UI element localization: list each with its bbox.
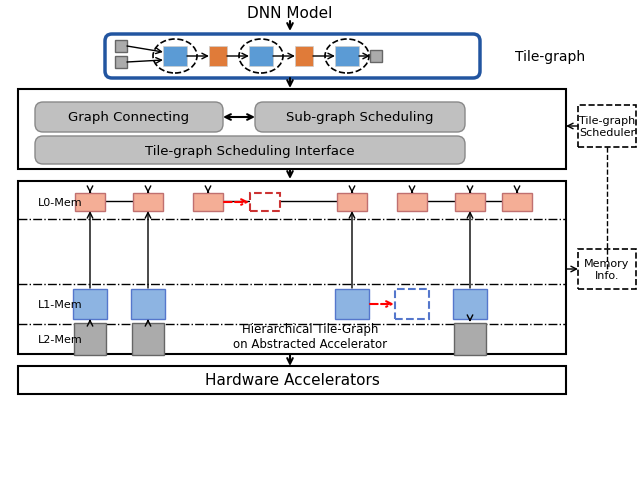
FancyBboxPatch shape — [115, 57, 127, 69]
FancyBboxPatch shape — [133, 194, 163, 212]
FancyBboxPatch shape — [18, 90, 566, 170]
FancyBboxPatch shape — [335, 289, 369, 319]
FancyBboxPatch shape — [132, 323, 164, 355]
Text: Hierarchical Tile-Graph
on Abstracted Accelerator: Hierarchical Tile-Graph on Abstracted Ac… — [233, 322, 387, 350]
FancyBboxPatch shape — [455, 194, 485, 212]
FancyBboxPatch shape — [73, 289, 107, 319]
FancyBboxPatch shape — [115, 41, 127, 53]
FancyBboxPatch shape — [131, 289, 165, 319]
Text: L0-Mem: L0-Mem — [38, 197, 83, 208]
Text: Tile-graph
Scheduler: Tile-graph Scheduler — [579, 116, 635, 137]
FancyBboxPatch shape — [295, 47, 313, 67]
Text: L2-Mem: L2-Mem — [38, 334, 83, 344]
FancyBboxPatch shape — [35, 136, 465, 165]
FancyBboxPatch shape — [453, 289, 487, 319]
Text: Tile-graph Scheduling Interface: Tile-graph Scheduling Interface — [145, 144, 355, 157]
FancyBboxPatch shape — [454, 323, 486, 355]
FancyBboxPatch shape — [395, 289, 429, 319]
FancyBboxPatch shape — [209, 47, 227, 67]
FancyBboxPatch shape — [337, 194, 367, 212]
FancyBboxPatch shape — [18, 182, 566, 354]
Text: Sub-graph Scheduling: Sub-graph Scheduling — [286, 111, 434, 124]
FancyBboxPatch shape — [163, 47, 187, 67]
Text: Graph Connecting: Graph Connecting — [68, 111, 189, 124]
FancyBboxPatch shape — [74, 323, 106, 355]
Text: Tile-graph: Tile-graph — [515, 50, 585, 64]
Text: DNN Model: DNN Model — [247, 5, 333, 20]
FancyBboxPatch shape — [502, 194, 532, 212]
FancyBboxPatch shape — [249, 47, 273, 67]
FancyBboxPatch shape — [335, 47, 359, 67]
FancyBboxPatch shape — [193, 194, 223, 212]
FancyBboxPatch shape — [397, 194, 427, 212]
FancyBboxPatch shape — [250, 194, 280, 212]
FancyBboxPatch shape — [578, 106, 636, 148]
FancyBboxPatch shape — [255, 103, 465, 133]
FancyBboxPatch shape — [370, 51, 382, 63]
Text: L1-Mem: L1-Mem — [38, 300, 83, 309]
Text: Hardware Accelerators: Hardware Accelerators — [205, 373, 380, 388]
Text: Memory
Info.: Memory Info. — [584, 258, 630, 280]
FancyBboxPatch shape — [18, 366, 566, 394]
FancyBboxPatch shape — [75, 194, 105, 212]
FancyBboxPatch shape — [578, 249, 636, 289]
FancyBboxPatch shape — [105, 35, 480, 79]
FancyBboxPatch shape — [35, 103, 223, 133]
